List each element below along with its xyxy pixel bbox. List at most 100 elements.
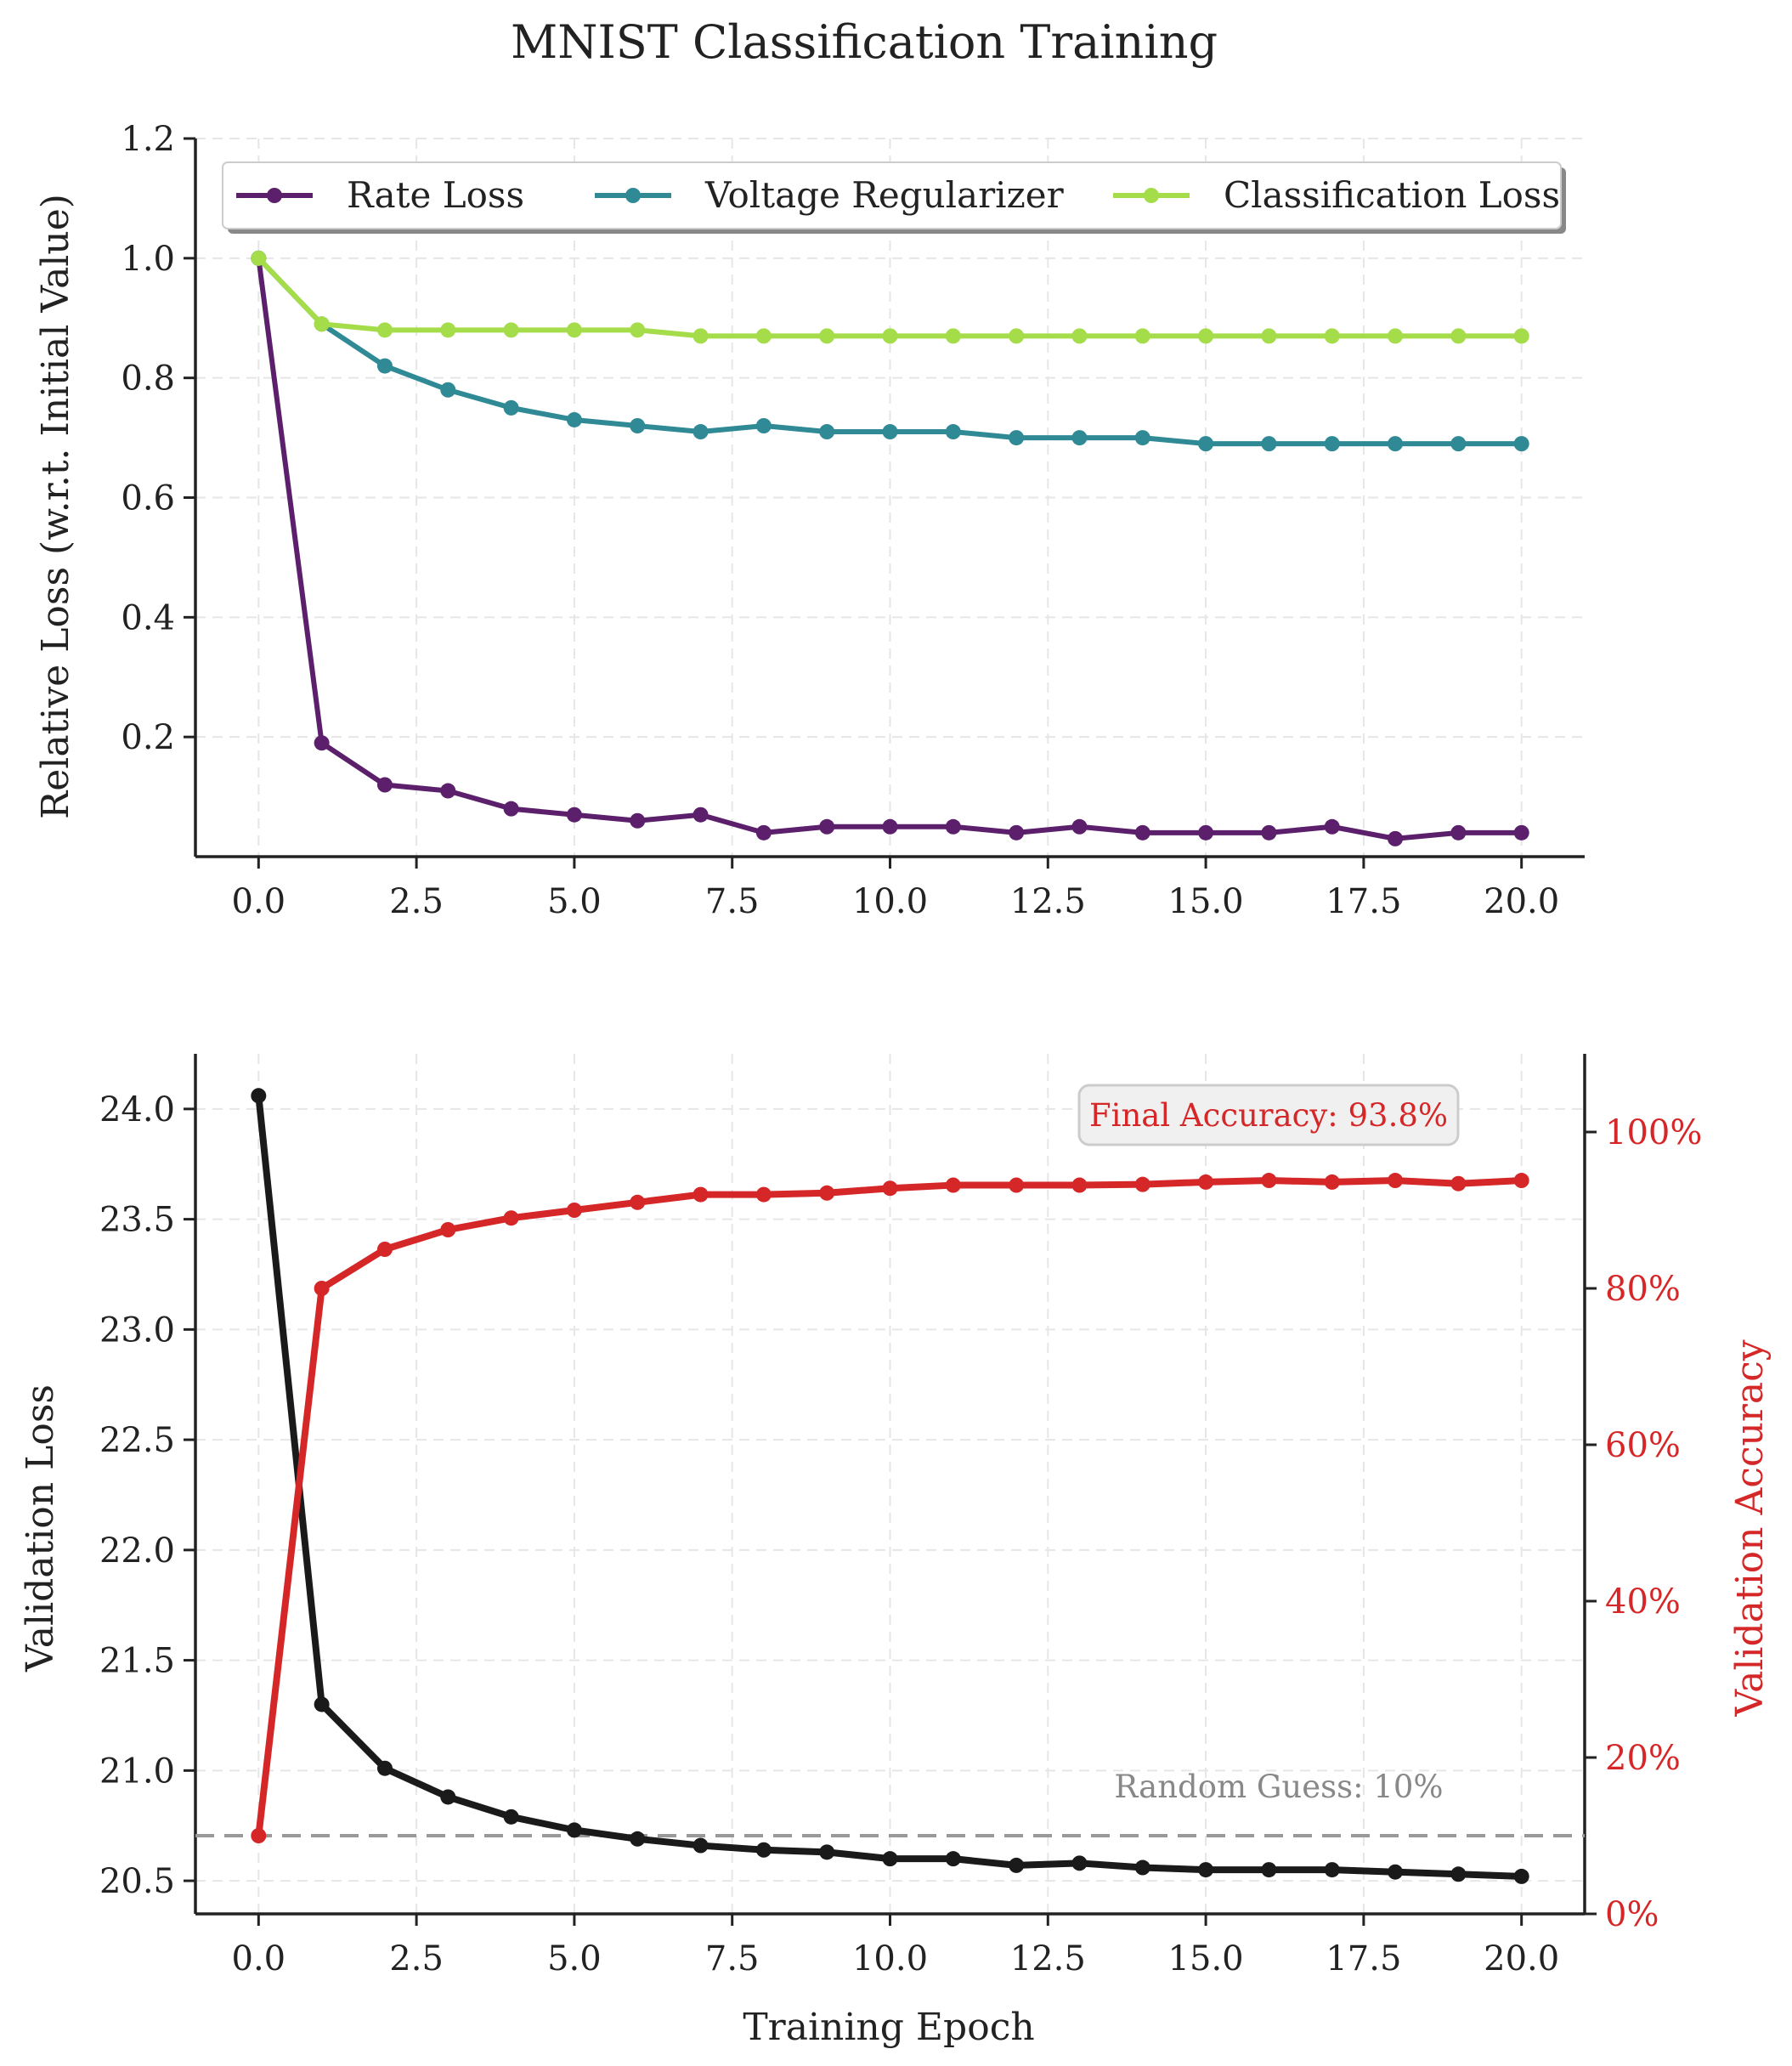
top-data-point (945, 818, 961, 835)
validation-accuracy-point (376, 1242, 393, 1257)
top-data-point (882, 328, 898, 344)
top-data-point (1261, 328, 1277, 344)
top-data-point (1450, 328, 1467, 344)
validation-loss-point (376, 1760, 393, 1776)
bottom-y-tick-label: 22.0 (99, 1531, 175, 1571)
bottom-y-tick-label: 23.5 (99, 1201, 175, 1240)
validation-accuracy-point (503, 1210, 519, 1226)
bottom-y2-tick-label: 80% (1605, 1270, 1681, 1309)
top-data-point (692, 424, 709, 440)
top-data-point (1324, 818, 1340, 835)
relative-loss-chart: 0.0 2.5 5.0 7.5 10.0 12.5 15.0 17.5 20.0 0.2 0.4 0.… (34, 120, 1585, 921)
validation-loss-point (882, 1851, 898, 1867)
top-data-point (1324, 436, 1340, 452)
x-axis-label: Training Epoch (743, 2006, 1034, 2049)
top-data-point (692, 807, 709, 823)
top-data-point (819, 424, 835, 440)
random-guess-label: Random Guess: 10% (1114, 1769, 1443, 1805)
top-data-point (945, 424, 961, 440)
validation-accuracy-point (1324, 1174, 1340, 1190)
top-x-tick-label: 2.5 (389, 882, 444, 921)
top-data-point (755, 418, 772, 433)
legend-frame (222, 161, 1562, 229)
bottom-x-tick-label: 20.0 (1484, 1939, 1559, 1978)
top-data-point (1388, 436, 1404, 452)
top-data-point (630, 322, 646, 338)
top-data-point (1198, 824, 1214, 841)
top-data-point (1009, 328, 1025, 344)
top-data-point (1513, 328, 1529, 344)
top-x-tick-label: 5.0 (547, 882, 602, 921)
top-data-point (1071, 818, 1088, 835)
top-data-point (1071, 328, 1088, 344)
bottom-x-tick-label: 10.0 (852, 1939, 928, 1978)
bottom-y-tick-label: 21.5 (99, 1642, 175, 1681)
top-y-tick-label: 0.6 (121, 479, 175, 518)
bottom-x-tick-label: 12.5 (1010, 1939, 1086, 1978)
validation-accuracy-point (1134, 1176, 1150, 1192)
top-data-point (1450, 824, 1467, 841)
top-x-tick-label: 10.0 (852, 882, 928, 921)
top-y-tick-label: 1.0 (121, 240, 175, 279)
top-data-point (1388, 328, 1404, 344)
validation-loss-point (1450, 1866, 1467, 1882)
validation-accuracy-point (692, 1186, 709, 1203)
top-x-tick-label: 12.5 (1010, 882, 1086, 921)
validation-loss-point (503, 1808, 519, 1825)
top-data-point (630, 812, 646, 829)
validation-loss-point (251, 1088, 267, 1104)
validation-accuracy-point (882, 1180, 898, 1197)
legend-marker (267, 188, 282, 203)
validation-accuracy-point (1513, 1173, 1529, 1189)
top-data-point (440, 382, 456, 398)
validation-loss-point (1324, 1862, 1340, 1878)
validation-loss-point (1134, 1859, 1150, 1876)
top-data-point (630, 418, 646, 433)
top-data-point (1324, 328, 1340, 344)
bottom-y-tick-label: 20.5 (99, 1862, 175, 1901)
validation-accuracy-point (1198, 1174, 1214, 1190)
bottom-axes: 0.0 2.5 5.0 7.5 10.0 12.5 15.0 17.5 20.0 20.5 21.0… (99, 1054, 1702, 1978)
bottom-x-tick-label: 0.0 (232, 1939, 286, 1978)
top-data-point (566, 322, 582, 338)
validation-loss-point (1071, 1855, 1088, 1871)
bottom-y2-tick-label: 0% (1605, 1895, 1659, 1934)
top-data-point (376, 777, 393, 793)
top-data-point (882, 818, 898, 835)
top-x-tick-label: 0.0 (232, 882, 286, 921)
top-y-tick-label: 0.2 (121, 718, 175, 757)
validation-accuracy-point (1261, 1173, 1277, 1189)
validation-accuracy-point (566, 1203, 582, 1218)
top-y-tick-label: 0.4 (121, 598, 175, 637)
top-data-point (755, 328, 772, 344)
top-data-point (1134, 430, 1150, 446)
top-data-point (1134, 824, 1150, 841)
legend-label: Classification Loss (1224, 174, 1560, 216)
validation-loss-point (566, 1822, 582, 1838)
top-data-point (819, 818, 835, 835)
top-x-tick-label: 20.0 (1484, 882, 1559, 921)
top-x-tick-label: 7.5 (705, 882, 760, 921)
top-data-point (503, 322, 519, 338)
top-data-point (819, 328, 835, 344)
top-y-tick-label: 1.2 (121, 120, 175, 159)
top-data-point (755, 824, 772, 841)
validation-accuracy-point (1009, 1177, 1025, 1193)
bottom-y2-tick-label: 60% (1605, 1426, 1681, 1465)
validation-accuracy-point (630, 1194, 646, 1210)
bottom-y-tick-label: 23.0 (99, 1310, 175, 1350)
top-data-point (692, 328, 709, 344)
top-data-point (566, 807, 582, 823)
bottom-y-axis-label: Validation Loss (19, 1384, 62, 1673)
top-data-point (1261, 436, 1277, 452)
validation-loss-point (440, 1789, 456, 1805)
top-data-point (1009, 824, 1025, 841)
top-data-point (1198, 328, 1214, 344)
top-data-point (882, 424, 898, 440)
top-x-tick-label: 17.5 (1326, 882, 1401, 921)
top-y-tick-label: 0.8 (121, 359, 175, 399)
legend-marker (625, 188, 641, 203)
final-accuracy-annotation: Final Accuracy: 93.8% (1077, 1084, 1460, 1146)
top-data-point (440, 783, 456, 799)
